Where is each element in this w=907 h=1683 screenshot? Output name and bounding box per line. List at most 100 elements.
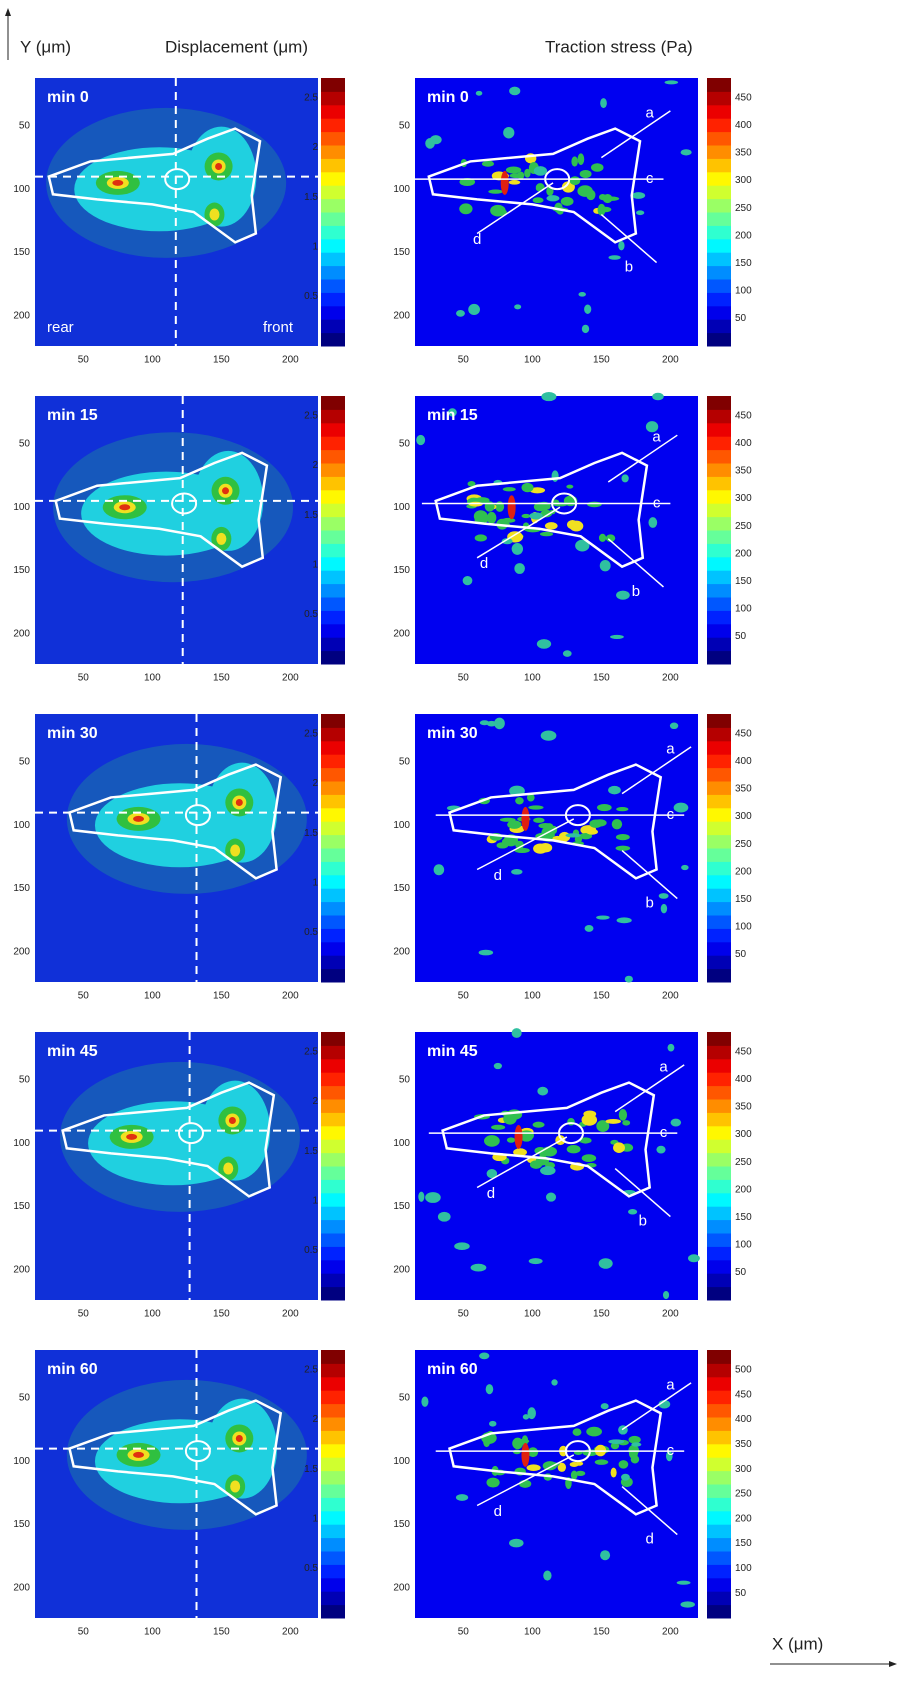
stress-spot [565, 833, 580, 837]
y-tick-label: 100 [393, 502, 410, 513]
colorbar-step [707, 292, 731, 306]
stress-spot [541, 392, 556, 401]
colorbar-step [321, 1153, 345, 1167]
colorbar-step [321, 436, 345, 450]
annotation: c [646, 170, 654, 187]
traction-title: Traction stress (Pa) [545, 37, 693, 56]
colorbar-step [321, 145, 345, 159]
y-tick-label: 100 [393, 820, 410, 831]
colorbar-tick-label: 50 [735, 949, 747, 960]
colorbar-step [707, 1471, 731, 1485]
stress-spot [573, 1428, 582, 1436]
y-tick-label: 150 [13, 883, 30, 894]
stress-spot [563, 650, 572, 657]
stress-spot [503, 127, 514, 138]
y-tick-label: 150 [393, 883, 410, 894]
stress-peak [521, 807, 529, 831]
traction-panel: acbdemin 455010015020050100150200 [393, 1028, 700, 1319]
y-tick-label: 50 [399, 121, 411, 132]
colorbar-step [321, 1551, 345, 1565]
colorbar-step [707, 409, 731, 423]
colorbar-step [707, 584, 731, 598]
stress-spot [463, 576, 473, 585]
field-peak [229, 1117, 236, 1124]
colorbar-step [321, 835, 345, 849]
x-tick-label: 100 [524, 673, 541, 684]
field-peak [133, 1452, 144, 1458]
colorbar-tick-label: 150 [735, 1212, 752, 1223]
colorbar-step [707, 1126, 731, 1140]
stress-spot [529, 1258, 543, 1264]
colorbar-tick-label: 1.5 [304, 510, 318, 521]
colorbar-tick-label: 1 [312, 559, 318, 570]
stress-spot [567, 1118, 575, 1126]
colorbar-step [321, 1260, 345, 1274]
colorbar-tick-label: 2.5 [304, 92, 318, 103]
colorbar-step [707, 1377, 731, 1391]
annotation: c [653, 494, 661, 511]
colorbar-step [707, 252, 731, 266]
y-tick-label: 100 [13, 1456, 30, 1467]
colorbar-tick-label: 300 [735, 175, 752, 186]
stress-spot [580, 170, 592, 178]
colorbar-step [707, 212, 731, 226]
stress-spot [527, 1464, 541, 1471]
colorbar-step [321, 239, 345, 253]
stress-spot [608, 1439, 624, 1444]
colorbar-step [707, 503, 731, 517]
colorbar-step [707, 490, 731, 504]
colorbar-step [707, 835, 731, 849]
stress-spot [567, 1145, 581, 1153]
colorbar-step [321, 1246, 345, 1260]
y-tick-label: 50 [399, 439, 411, 450]
time-label: min 45 [47, 1043, 98, 1060]
stress-spot [600, 98, 607, 108]
stress-spot [619, 1460, 629, 1469]
colorbar-step [707, 928, 731, 942]
colorbar-step [707, 239, 731, 253]
annotation: b [632, 583, 640, 600]
x-tick-label: 150 [213, 991, 230, 1002]
colorbar-step [321, 1511, 345, 1525]
colorbar-tick-label: 200 [735, 1184, 752, 1195]
stress-spot [616, 846, 631, 851]
colorbar-step [321, 1032, 345, 1046]
stress-spot [591, 163, 604, 172]
figure: Y (μm) Displacement (μm) Traction stress… [0, 0, 907, 1683]
stress-spot [587, 502, 602, 508]
colorbar-tick-label: 50 [735, 1588, 747, 1599]
displacement-panel: min 155010015020050100150200 [13, 396, 318, 684]
x-tick-label: 150 [213, 1309, 230, 1320]
stress-spot [578, 153, 585, 165]
stress-spot [585, 925, 594, 932]
y-tick-label: 50 [19, 439, 31, 450]
y-tick-label: 100 [13, 820, 30, 831]
colorbar-step [707, 1045, 731, 1059]
colorbar-step [321, 1072, 345, 1086]
colorbar-tick-label: 200 [735, 1513, 752, 1524]
y-tick-label: 200 [13, 628, 30, 639]
colorbar-tick-label: 250 [735, 839, 752, 850]
colorbar: 50100150200250300350400450 [707, 714, 752, 983]
stress-spot [621, 1474, 630, 1481]
stress-spot [663, 1291, 669, 1299]
colorbar-tick-label: 100 [735, 603, 752, 614]
y-tick-label: 200 [393, 1582, 410, 1593]
colorbar: 50100150200250300350400450 [707, 1032, 752, 1301]
colorbar-tick-label: 1.5 [304, 1146, 318, 1157]
colorbar-step [321, 490, 345, 504]
annotation: b [639, 1213, 647, 1230]
colorbar-step [321, 861, 345, 875]
annotation: b [646, 895, 654, 912]
stress-spot [674, 803, 689, 813]
stress-spot [567, 520, 578, 529]
colorbar-step [321, 1578, 345, 1592]
plot-background [415, 1032, 698, 1300]
colorbar-step [707, 754, 731, 768]
colorbar-tick-label: 250 [735, 1157, 752, 1168]
x-tick-label: 200 [662, 1309, 679, 1320]
y-tick-label: 200 [13, 310, 30, 321]
stress-spot [551, 1379, 557, 1385]
colorbar-step [707, 1457, 731, 1471]
colorbar-step [707, 557, 731, 571]
